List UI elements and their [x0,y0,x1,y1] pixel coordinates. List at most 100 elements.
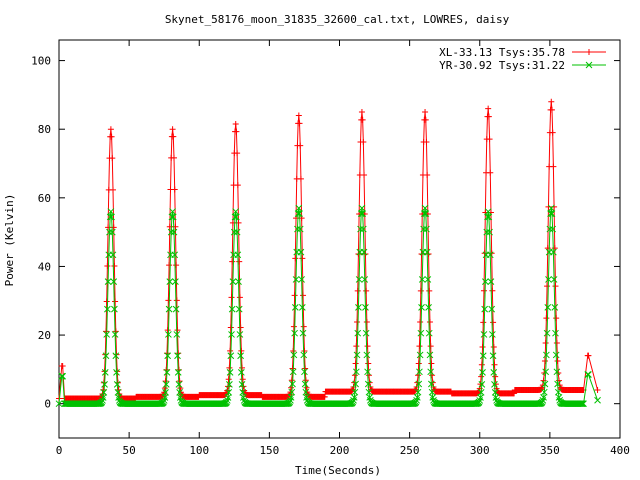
data-point [104,305,111,313]
data-point [546,225,554,233]
data-point [360,139,367,146]
data-point [355,304,362,311]
data-point [541,357,548,364]
x-tick-label: 400 [610,444,630,457]
data-point [163,369,171,376]
data-point [228,294,235,301]
data-point [236,294,243,301]
data-point [106,213,114,221]
data-point [165,331,172,338]
data-point [107,126,114,133]
data-point [427,343,434,350]
data-point [352,360,359,367]
data-point [112,352,120,360]
data-point [486,228,493,236]
data-point [234,251,242,259]
data-point [417,287,424,294]
data-point [544,283,551,290]
x-tick-label: 300 [470,444,490,457]
data-point [297,142,304,149]
data-point [227,347,234,354]
data-point [354,329,362,337]
data-point [423,225,430,233]
data-point [111,331,119,338]
data-point [545,276,552,283]
x-tick-label: 150 [259,444,279,457]
data-point [418,304,425,311]
data-point [233,213,240,221]
chart-title: Skynet_58176_moon_31835_32600_cal.txt, L… [165,13,510,26]
data-point [594,386,601,393]
data-point [298,276,305,283]
x-tick-label: 250 [400,444,420,457]
data-point [237,352,244,360]
data-point [109,186,116,193]
data-point [225,376,232,383]
data-point [490,319,497,326]
data-point [417,318,424,325]
data-point [424,276,432,283]
data-point [478,380,486,388]
y-axis-label: Power (Kelvin) [3,194,16,287]
x-tick-label: 200 [330,444,350,457]
data-point [364,343,371,350]
data-point [172,278,179,285]
data-point [480,331,488,338]
data-point [492,373,499,380]
data-point [291,329,298,337]
data-point [364,368,371,376]
data-point [229,258,236,265]
data-point [422,210,430,217]
data-point [484,208,492,215]
data-point [227,352,235,360]
data-point [110,278,118,285]
data-point [355,276,363,283]
data-point [553,315,560,322]
data-point [412,387,419,394]
data-point [171,251,179,259]
data-point [230,228,238,236]
data-point [101,369,109,376]
data-point [428,380,435,388]
data-point [239,364,246,371]
data-point [594,396,601,404]
data-point [417,329,425,337]
data-point [299,329,307,337]
data-point [552,283,559,290]
data-point [226,380,233,388]
plot-frame [58,39,621,439]
data-point [226,369,234,376]
data-point [425,304,432,311]
data-point [237,324,244,331]
data-point [351,388,359,396]
x-axis: 0 50 100 150 200 250 300 350 400 [56,40,630,457]
data-point [231,213,239,221]
data-point [485,113,492,120]
data-point [554,357,561,364]
data-point [296,210,303,217]
data-point [424,172,431,179]
legend-marker [586,49,592,55]
data-point [357,225,364,233]
data-point [294,225,301,233]
data-point [544,304,552,311]
data-point [550,248,557,256]
data-point [420,225,428,233]
y-tick-label: 80 [38,123,51,136]
x-axis-label: Time(Seconds) [295,464,381,477]
series-layer [55,98,601,408]
data-point [485,105,492,112]
data-point [483,228,491,236]
data-point [59,372,67,380]
data-point [106,228,113,236]
data-point [488,305,496,313]
data-point [487,278,495,285]
data-point [55,400,63,408]
data-point [540,388,548,396]
data-point [291,304,299,311]
data-point [349,398,357,406]
data-point [103,331,111,338]
x-tick-label: 100 [189,444,209,457]
data-point [170,228,178,236]
data-point [363,287,370,294]
